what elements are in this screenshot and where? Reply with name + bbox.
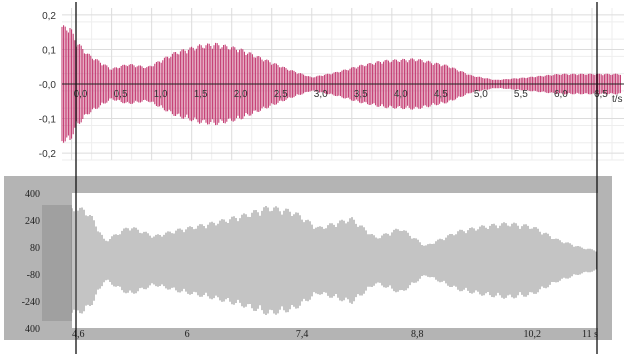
bottom-chart: 400 240 80 -80 -240 400 4,6 6 7,4 8,8 10,2 11 s <box>4 176 612 340</box>
top-y-tick-label: -0,2 <box>39 149 57 160</box>
top-x-tick-label: 6,5 <box>594 89 608 100</box>
bottom-x-tick-label: 6 <box>185 329 190 340</box>
bottom-left-strip <box>42 205 72 321</box>
top-y-tick-label: 0,2 <box>42 11 56 22</box>
top-x-tick-label: 3,5 <box>354 89 368 100</box>
bottom-x-tick-label: 10,2 <box>524 329 542 340</box>
top-x-tick-label: 0,5 <box>114 89 128 100</box>
top-y-tick-label: 0,1 <box>42 45 56 56</box>
bottom-y-tick-label: 400 <box>25 324 40 335</box>
bottom-x-tick-label: 7,4 <box>296 329 309 340</box>
bottom-y-tick-label: 400 <box>25 189 40 200</box>
top-y-tick-label: -0,0 <box>39 80 57 91</box>
top-x-tick-label: 1,5 <box>194 89 208 100</box>
bottom-y-tick-label: 240 <box>25 216 40 227</box>
bottom-waveform-path <box>71 206 597 315</box>
top-y-ticks: 0,2 0,1 -0,0 -0,1 -0,2 <box>39 11 57 160</box>
top-x-tick-label: 4,5 <box>434 89 448 100</box>
top-x-tick-label: 5,5 <box>514 89 528 100</box>
top-chart: 0,2 0,1 -0,0 -0,1 -0,2 0,0 0,5 1,0 1,5 2,0 2,5 3,0… <box>39 8 624 161</box>
bottom-plot-area <box>72 193 598 328</box>
top-x-tick-label: 1,0 <box>154 89 168 100</box>
top-x-tick-label: 5,0 <box>474 89 488 100</box>
top-y-tick-label: -0,1 <box>39 115 57 126</box>
bottom-x-tick-label: 11 s <box>582 329 598 340</box>
bottom-y-ticks: 400 240 80 -80 -240 400 <box>22 189 40 335</box>
top-x-tick-label: 0,0 <box>74 89 88 100</box>
top-x-tick-label: 2,5 <box>274 89 288 100</box>
top-x-tick-label: 6,0 <box>554 89 568 100</box>
top-x-unit-label: t/s <box>612 94 623 105</box>
bottom-y-tick-label: -240 <box>22 297 40 308</box>
bottom-x-tick-label: 8,8 <box>411 329 424 340</box>
top-x-tick-label: 4,0 <box>394 89 408 100</box>
top-x-tick-label: 2,0 <box>234 89 248 100</box>
bottom-waveform <box>71 206 597 315</box>
top-x-ticks: 0,0 0,5 1,0 1,5 2,0 2,5 3,0 3,5 4,0 4,5 5,0 5,5 6,0 6… <box>74 89 609 100</box>
bottom-y-tick-label: 80 <box>30 243 40 254</box>
bottom-x-tick-label: 4,6 <box>72 329 85 340</box>
top-x-tick-label: 3,0 <box>314 89 328 100</box>
bottom-x-ticks: 4,6 6 7,4 8,8 10,2 11 s <box>72 329 598 340</box>
bottom-y-tick-label: -80 <box>27 270 40 281</box>
